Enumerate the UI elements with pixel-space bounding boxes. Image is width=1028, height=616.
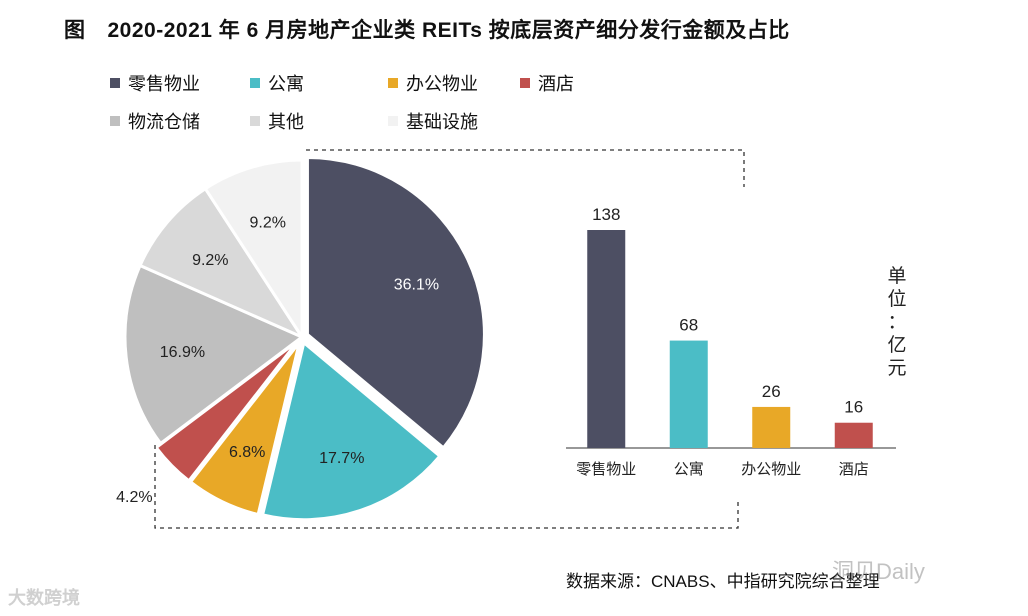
bar-unit-label: 单位：亿元 (887, 265, 906, 379)
legend-label: 办公物业 (406, 74, 478, 94)
pie-slice-label: 36.1% (394, 276, 439, 293)
pie-chart: 36.1% 17.7% 6.8% 4.2% 16.9% 9.2% 9.2% (116, 155, 486, 522)
pie-slice (305, 155, 486, 450)
pie-slice (123, 263, 305, 446)
connector-top-line (306, 149, 745, 187)
legend-item: 其他 (250, 108, 304, 134)
bar (587, 230, 626, 448)
watermark-right: 洞见Daily (832, 559, 925, 584)
pie-slice-label: 17.7% (319, 450, 364, 467)
bar-category-label: 公寓 (674, 460, 704, 478)
legend-label: 零售物业 (128, 74, 200, 94)
legend-item: 办公物业 (388, 70, 478, 96)
legend-item: 零售物业 (110, 70, 200, 96)
legend-label: 物流仓储 (128, 112, 200, 132)
pie-slice (154, 340, 299, 483)
chart-title: 图 2020-2021 年 6 月房地产企业类 REITs 按底层资产细分发行金额… (64, 14, 964, 44)
legend-swatch (250, 78, 260, 88)
legend-item: 物流仓储 (110, 108, 200, 134)
pie-slice-label: 9.2% (192, 252, 228, 269)
pie-slice-label: 4.2% (116, 489, 152, 506)
legend-swatch (388, 78, 398, 88)
connector-bottom-line (154, 445, 739, 529)
legend-swatch (520, 78, 530, 88)
watermark-left: 大数跨境 (8, 588, 80, 608)
bar-category-label: 办公物业 (741, 461, 801, 478)
figure-prefix: 图 (64, 19, 86, 42)
pie-slice (203, 158, 304, 343)
legend-label: 基础设施 (406, 112, 478, 132)
pie-slice-label: 6.8% (229, 444, 265, 461)
legend-swatch (250, 116, 260, 126)
pie-slice (260, 339, 442, 522)
legend-swatch (388, 116, 398, 126)
legend-item: 公寓 (250, 70, 304, 96)
bar (752, 406, 791, 448)
bar-chart: 138 零售物业 68 公寓 26 办公物业 16 酒店 单位：亿元 (566, 205, 907, 478)
figure-title-text: 2020-2021 年 6 月房地产企业类 REITs 按底层资产细分发行金额及… (107, 19, 790, 42)
source-note: 数据来源：CNABS、中指研究院综合整理 (566, 572, 880, 591)
bar-category-label: 零售物业 (576, 461, 636, 478)
legend-swatch (110, 78, 120, 88)
legend-label: 其他 (268, 112, 304, 132)
bar-value-label: 26 (762, 382, 781, 401)
legend-swatch (110, 116, 120, 126)
legend-item: 酒店 (520, 70, 574, 96)
legend-item: 基础设施 (388, 108, 478, 134)
bar-category-label: 酒店 (839, 461, 869, 478)
legend-label: 公寓 (268, 74, 304, 94)
bar-value-label: 16 (844, 398, 863, 417)
bar-value-label: 138 (592, 205, 620, 224)
bar-value-label: 68 (679, 316, 698, 335)
bar (669, 340, 708, 448)
pie-slice-label: 16.9% (160, 344, 205, 361)
pie-slice-label: 9.2% (249, 215, 285, 232)
pie-slice (188, 341, 301, 517)
legend-label: 酒店 (538, 74, 574, 94)
connector-dashed-lines (154, 149, 745, 529)
bar (834, 422, 873, 448)
pie-slice (138, 186, 307, 341)
